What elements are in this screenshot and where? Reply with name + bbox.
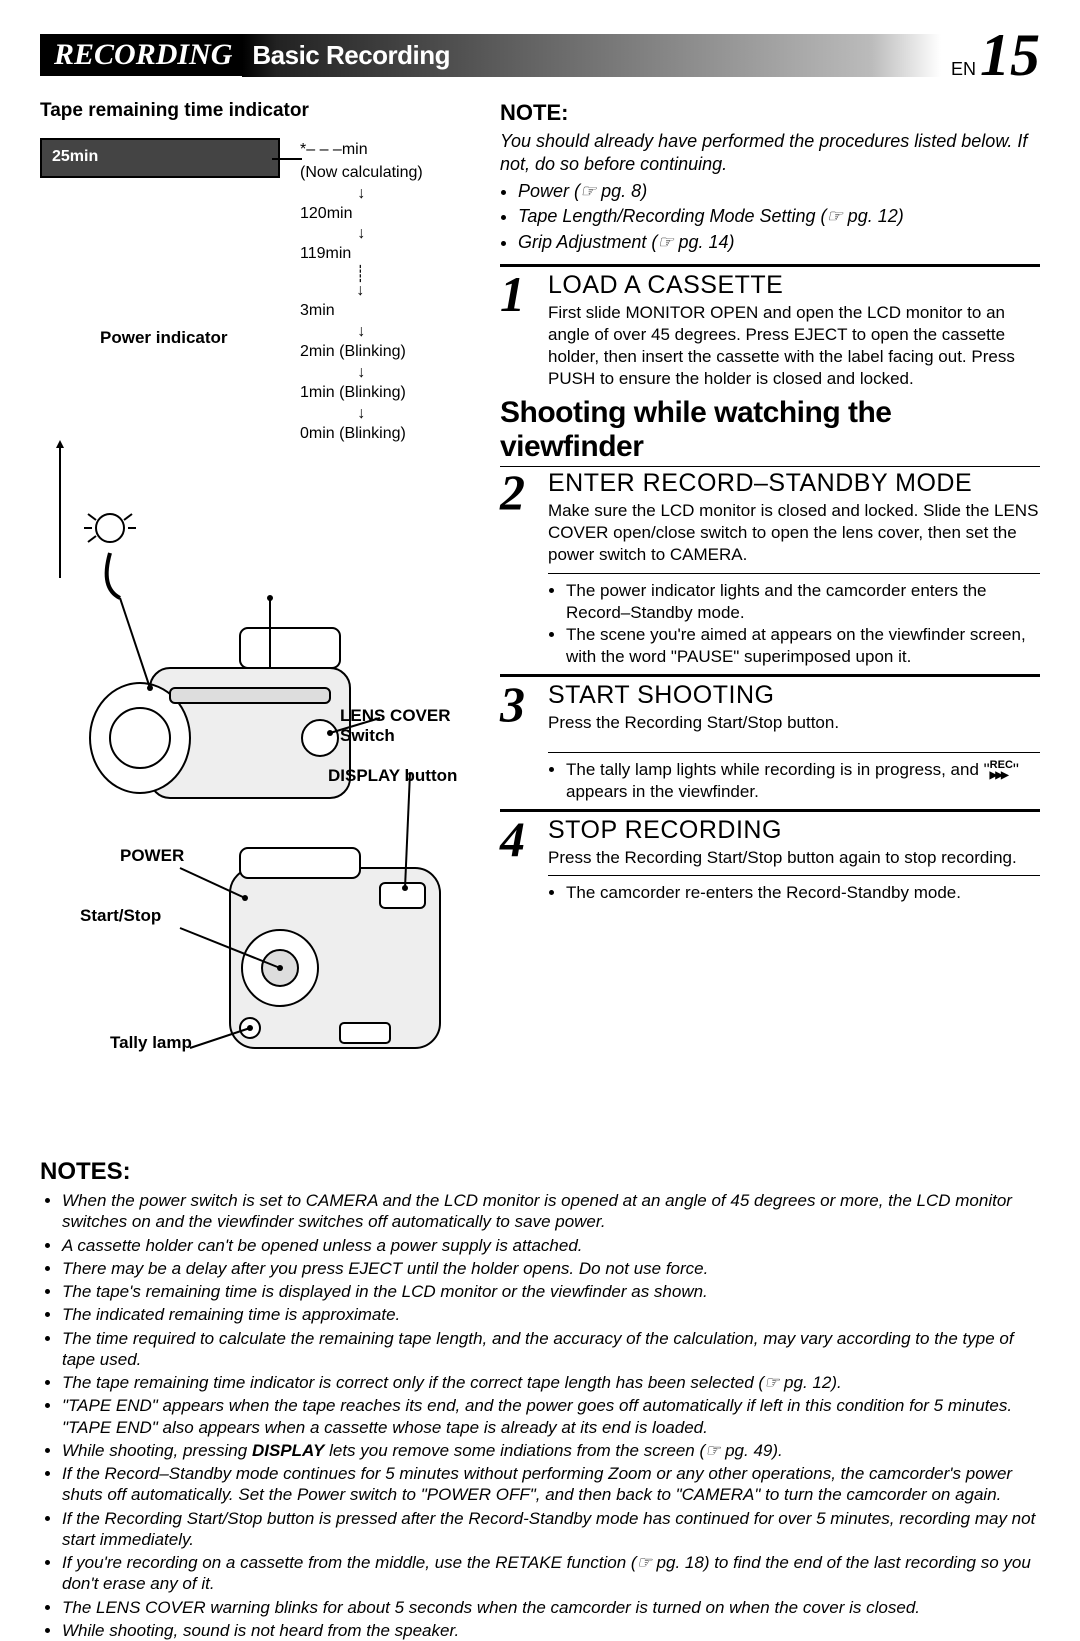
time-119: 119min bbox=[300, 244, 423, 265]
step-number: 3 bbox=[500, 675, 525, 733]
arrow-icon: ↓ bbox=[300, 226, 423, 242]
time-column: *– – –min (Now calculating) ↓ 120min ↓ 1… bbox=[300, 138, 423, 446]
arrow-icon: ↓ bbox=[300, 186, 423, 202]
step-body: First slide MONITOR OPEN and open the LC… bbox=[548, 302, 1040, 390]
step-4: 4 STOP RECORDING Press the Recording Sta… bbox=[500, 816, 1040, 869]
arrow-icon: ↓ bbox=[300, 365, 423, 381]
note-head: NOTE: bbox=[500, 100, 1040, 126]
tape-title: Tape remaining time indicator bbox=[40, 100, 480, 122]
step-3: 3 START SHOOTING Press the Recording Sta… bbox=[500, 681, 1040, 734]
step3-bullets: The tally lamp lights while recording is… bbox=[548, 759, 1040, 803]
header-page: 15 bbox=[980, 31, 1040, 79]
step-title: STOP RECORDING bbox=[548, 816, 1040, 845]
tally-lamp-label: Tally lamp bbox=[110, 1033, 192, 1053]
notes-item: If the Recording Start/Stop button is pr… bbox=[62, 1508, 1040, 1551]
bullet-item: The power indicator lights and the camco… bbox=[566, 580, 1040, 624]
prereq-item: Tape Length/Recording Mode Setting (☞ pg… bbox=[518, 204, 1040, 228]
header: RECORDING Basic Recording EN 15 bbox=[40, 30, 1040, 80]
header-recording: RECORDING bbox=[40, 34, 242, 76]
notes-item: While shooting, sound is not heard from … bbox=[62, 1620, 1040, 1641]
start-stop-label: Start/Stop bbox=[80, 906, 161, 926]
step-body: Press the Recording Start/Stop button ag… bbox=[548, 847, 1040, 869]
time-1: 1min (Blinking) bbox=[300, 383, 423, 404]
notes-item: If the Record–Standby mode continues for… bbox=[62, 1463, 1040, 1506]
step2-bullets: The power indicator lights and the camco… bbox=[548, 580, 1040, 668]
step-title: LOAD A CASSETTE bbox=[548, 271, 1040, 300]
display-button-label: DISPLAY button bbox=[328, 766, 457, 786]
step4-bullets: The camcorder re-enters the Record-Stand… bbox=[548, 882, 1040, 904]
step-2: 2 ENTER RECORD–STANDBY MODE Make sure th… bbox=[500, 469, 1040, 566]
notes-list: When the power switch is set to CAMERA a… bbox=[40, 1190, 1040, 1641]
notes-section: NOTES: When the power switch is set to C… bbox=[40, 1158, 1040, 1641]
diagram: 25min *– – –min (Now calculating) ↓ 120m… bbox=[40, 128, 480, 1148]
notes-item: The indicated remaining time is approxim… bbox=[62, 1304, 1040, 1325]
step-title: ENTER RECORD–STANDBY MODE bbox=[548, 469, 1040, 498]
power-label: POWER bbox=[120, 846, 184, 866]
step-number: 1 bbox=[500, 265, 525, 323]
arrow-dashed-icon: ┊↓ bbox=[300, 267, 423, 299]
bullet-item: The tally lamp lights while recording is… bbox=[566, 759, 1040, 803]
section-title: Shooting while watching the viewfinder bbox=[500, 396, 1040, 464]
display-bold: DISPLAY bbox=[252, 1441, 324, 1460]
time-2: 2min (Blinking) bbox=[300, 342, 423, 363]
bullet-item: The camcorder re-enters the Record-Stand… bbox=[566, 882, 1040, 904]
notes-item: If you're recording on a cassette from t… bbox=[62, 1552, 1040, 1595]
prereq-item: Power (☞ pg. 8) bbox=[518, 179, 1040, 203]
arrow-icon: ↓ bbox=[300, 324, 423, 340]
osd-text: 25min bbox=[52, 148, 98, 165]
arrow-icon: ↓ bbox=[300, 406, 423, 422]
note-intro: You should already have performed the pr… bbox=[500, 130, 1040, 175]
bullet-item: The scene you're aimed at appears on the… bbox=[566, 624, 1040, 668]
time-star: *– – –min bbox=[300, 140, 423, 161]
notes-item: A cassette holder can't be opened unless… bbox=[62, 1235, 1040, 1256]
step-title: START SHOOTING bbox=[548, 681, 1040, 710]
notes-item: "TAPE END" appears when the tape reaches… bbox=[62, 1395, 1040, 1438]
notes-item: While shooting, pressing DISPLAY lets yo… bbox=[62, 1440, 1040, 1461]
lens-cover-label: LENS COVER Switch bbox=[340, 706, 480, 745]
notes-item: The time required to calculate the remai… bbox=[62, 1328, 1040, 1371]
prereq-list: Power (☞ pg. 8) Tape Length/Recording Mo… bbox=[500, 179, 1040, 254]
step-number: 2 bbox=[500, 463, 525, 521]
notes-item: The tape remaining time indicator is cor… bbox=[62, 1372, 1040, 1393]
rec-icon: REC▶▶▶ bbox=[990, 761, 1013, 780]
notes-item: The LENS COVER warning blinks for about … bbox=[62, 1597, 1040, 1618]
step-number: 4 bbox=[500, 810, 525, 868]
header-subtitle: Basic Recording bbox=[242, 34, 941, 77]
step-1: 1 LOAD A CASSETTE First slide MONITOR OP… bbox=[500, 271, 1040, 390]
step-body: Press the Recording Start/Stop button. bbox=[548, 712, 1040, 734]
time-nowcalc: (Now calculating) bbox=[300, 163, 423, 184]
time-120: 120min bbox=[300, 204, 423, 225]
notes-head: NOTES: bbox=[40, 1158, 1040, 1186]
notes-item: The tape's remaining time is displayed i… bbox=[62, 1281, 1040, 1302]
step-body: Make sure the LCD monitor is closed and … bbox=[548, 500, 1040, 566]
header-en: EN bbox=[951, 59, 976, 80]
prereq-item: Grip Adjustment (☞ pg. 14) bbox=[518, 230, 1040, 254]
osd-box: 25min bbox=[40, 138, 280, 178]
camcorder-illustration bbox=[40, 428, 480, 1148]
notes-item: There may be a delay after you press EJE… bbox=[62, 1258, 1040, 1279]
notes-item: When the power switch is set to CAMERA a… bbox=[62, 1190, 1040, 1233]
power-indicator-label: Power indicator bbox=[100, 328, 228, 348]
time-3: 3min bbox=[300, 301, 423, 322]
